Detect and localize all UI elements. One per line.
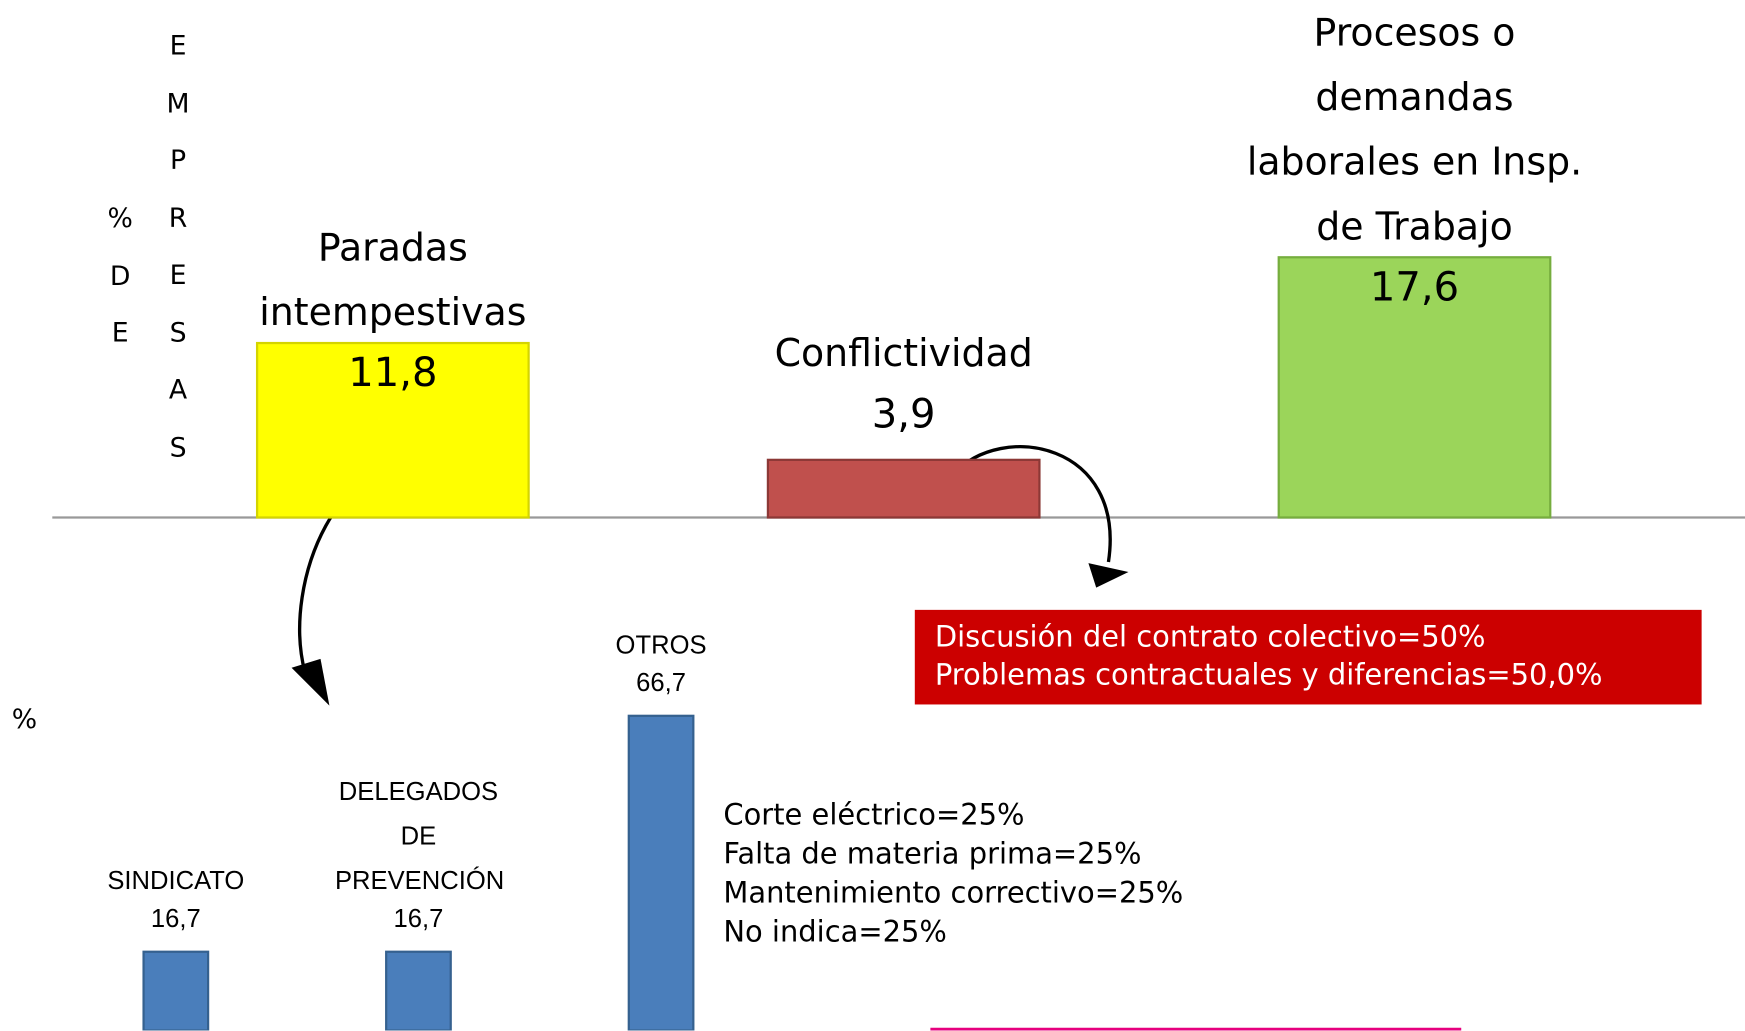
category-label: SINDICATO — [107, 866, 245, 895]
category-label: Procesos o demandas laborales en Insp. d… — [1246, 11, 1583, 250]
annotation-box — [914, 609, 1702, 705]
category-label: DELEGADOS DE PREVENCIÓN — [334, 777, 505, 895]
category-label: Conflictividad — [774, 331, 1033, 377]
category-label: Paradas intempestivas — [259, 226, 527, 336]
value-label: 16,7 — [393, 903, 444, 933]
annotation-line: No indica=25% — [723, 915, 947, 950]
value-label: 3,9 — [871, 391, 936, 438]
bar — [766, 458, 1041, 519]
arrow — [952, 445, 1112, 563]
y-axis-label: % — [11, 703, 38, 735]
bar — [627, 714, 695, 1031]
annotation-line: Mantenimiento correctivo=25% — [723, 876, 1184, 911]
y-axis-label: EMPRESAS — [166, 30, 190, 463]
bar — [142, 950, 210, 1031]
annotation-line: Discusión del contrato colectivo=50% — [934, 620, 1486, 655]
annotation-line: Corte eléctrico=25% — [723, 799, 1025, 833]
value-label: 16,7 — [150, 903, 201, 933]
y-axis-label: % DE — [107, 202, 142, 349]
value-label: 66,7 — [636, 667, 686, 697]
bar — [1277, 256, 1552, 519]
value-label: 17,6 — [1369, 265, 1460, 311]
category-label: OTROS — [615, 630, 707, 660]
bar — [385, 950, 452, 1031]
arrowhead — [1088, 563, 1129, 588]
arrowhead — [291, 658, 330, 706]
value-label: 11,8 — [348, 350, 438, 397]
annotation-line: Problemas contractuales y diferencias=50… — [934, 658, 1603, 693]
bar — [255, 341, 530, 519]
annotation-line: Falta de materia prima=25% — [723, 838, 1142, 872]
